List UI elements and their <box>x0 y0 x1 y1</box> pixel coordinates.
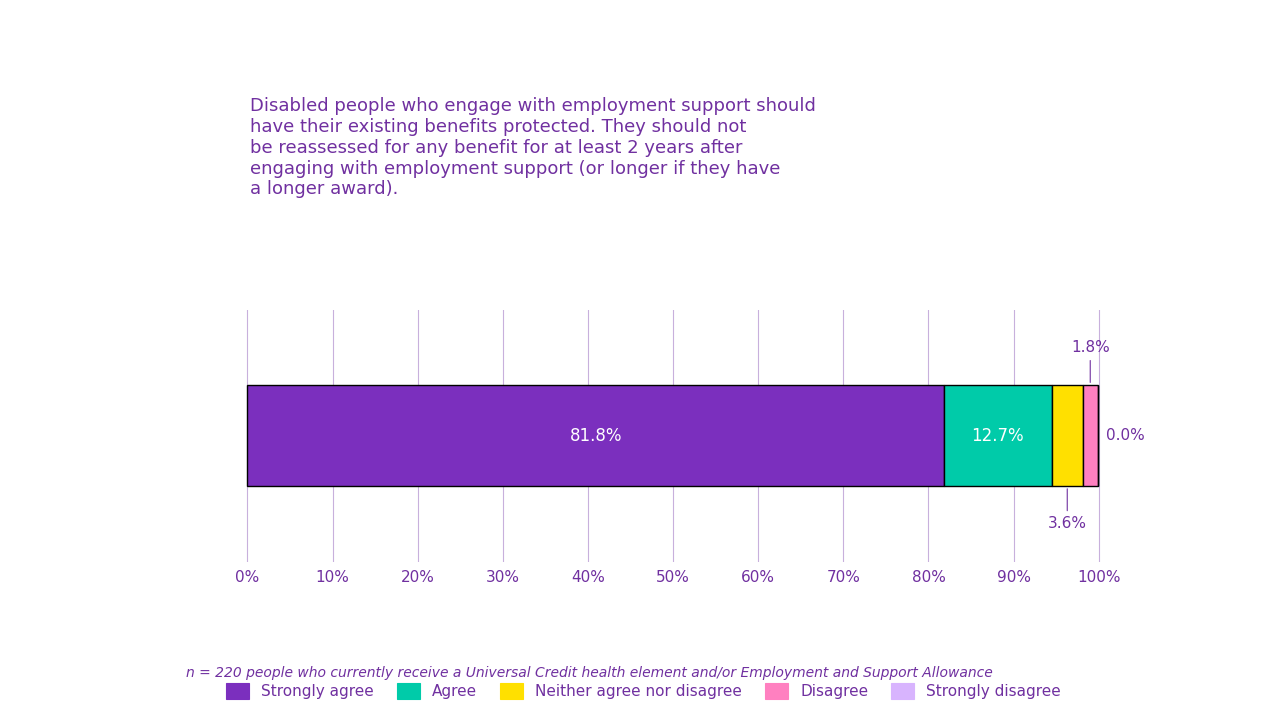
Legend: Strongly agree, Agree, Neither agree nor disagree, Disagree, Strongly disagree: Strongly agree, Agree, Neither agree nor… <box>220 677 1068 705</box>
Bar <box>943 385 1052 486</box>
Text: 81.8%: 81.8% <box>570 426 622 444</box>
Bar <box>247 385 943 486</box>
Text: n = 220 people who currently receive a Universal Credit health element and/or Em: n = 220 people who currently receive a U… <box>186 667 992 680</box>
Bar <box>1052 385 1083 486</box>
Text: 12.7%: 12.7% <box>972 426 1024 444</box>
Text: 0.0%: 0.0% <box>1106 428 1144 443</box>
Text: Disabled people who engage with employment support should
have their existing be: Disabled people who engage with employme… <box>250 97 815 199</box>
Bar <box>1083 385 1098 486</box>
Text: 3.6%: 3.6% <box>1048 489 1087 531</box>
Text: 1.8%: 1.8% <box>1071 340 1110 382</box>
